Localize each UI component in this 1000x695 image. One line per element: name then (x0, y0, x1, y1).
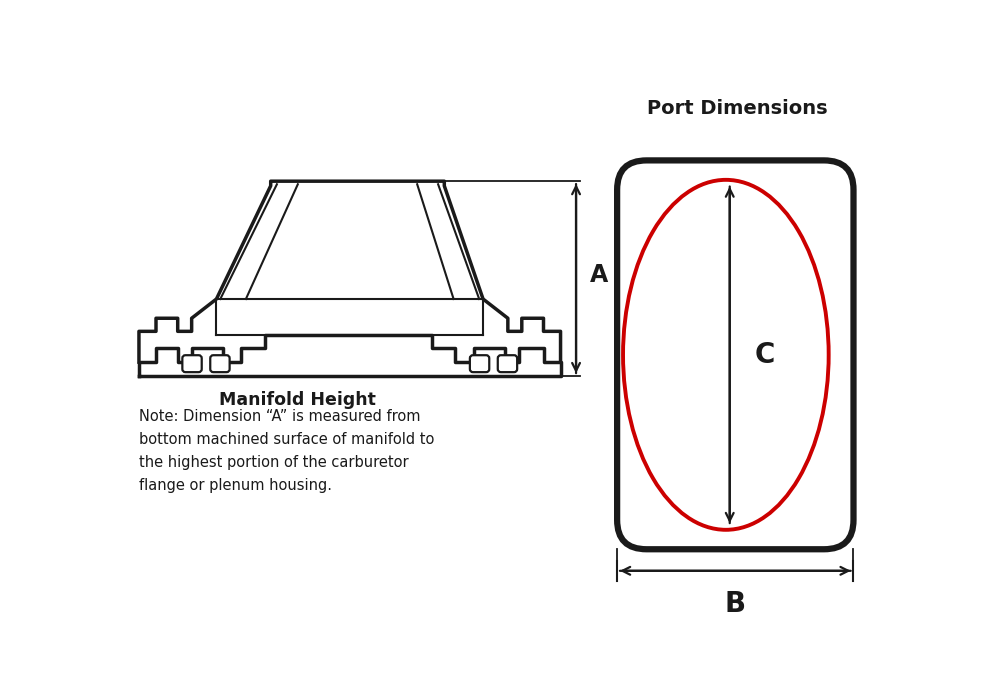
Text: Note: Dimension “A” is measured from
bottom machined surface of manifold to
the : Note: Dimension “A” is measured from bot… (139, 409, 434, 493)
FancyBboxPatch shape (617, 161, 853, 549)
FancyBboxPatch shape (498, 355, 517, 372)
FancyBboxPatch shape (210, 355, 230, 372)
Text: A: A (590, 263, 608, 287)
Ellipse shape (623, 180, 829, 530)
FancyBboxPatch shape (182, 355, 202, 372)
Text: Port Dimensions: Port Dimensions (647, 99, 828, 117)
Text: C: C (755, 341, 775, 369)
FancyBboxPatch shape (470, 355, 489, 372)
Text: Manifold Height: Manifold Height (219, 391, 375, 409)
Text: B: B (725, 590, 746, 618)
